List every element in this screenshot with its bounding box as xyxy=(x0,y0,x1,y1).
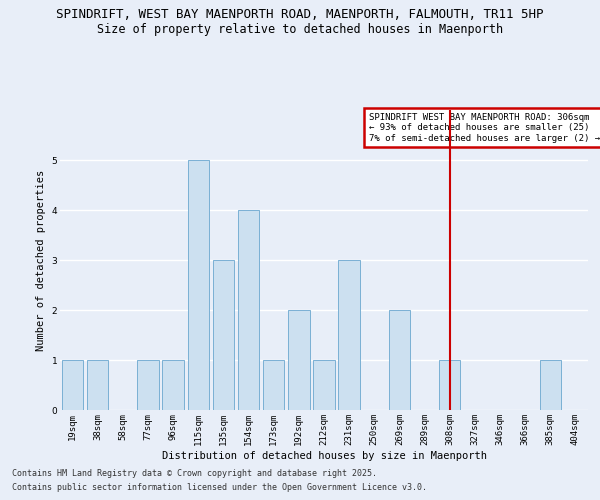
Bar xyxy=(338,260,360,410)
Bar xyxy=(163,360,184,410)
Text: SPINDRIFT, WEST BAY MAENPORTH ROAD, MAENPORTH, FALMOUTH, TR11 5HP: SPINDRIFT, WEST BAY MAENPORTH ROAD, MAEN… xyxy=(56,8,544,20)
Bar xyxy=(288,310,310,410)
Bar xyxy=(313,360,335,410)
Bar xyxy=(439,360,460,410)
Bar xyxy=(539,360,561,410)
Bar xyxy=(263,360,284,410)
Bar xyxy=(87,360,109,410)
Bar xyxy=(188,160,209,410)
Text: Contains HM Land Registry data © Crown copyright and database right 2025.: Contains HM Land Registry data © Crown c… xyxy=(12,468,377,477)
Bar xyxy=(238,210,259,410)
Bar xyxy=(213,260,234,410)
Y-axis label: Number of detached properties: Number of detached properties xyxy=(36,170,46,350)
X-axis label: Distribution of detached houses by size in Maenporth: Distribution of detached houses by size … xyxy=(161,450,487,460)
Bar xyxy=(62,360,83,410)
Bar xyxy=(137,360,158,410)
Text: Contains public sector information licensed under the Open Government Licence v3: Contains public sector information licen… xyxy=(12,484,427,492)
Bar xyxy=(389,310,410,410)
Text: SPINDRIFT WEST BAY MAENPORTH ROAD: 306sqm
← 93% of detached houses are smaller (: SPINDRIFT WEST BAY MAENPORTH ROAD: 306sq… xyxy=(369,113,600,143)
Text: Size of property relative to detached houses in Maenporth: Size of property relative to detached ho… xyxy=(97,22,503,36)
